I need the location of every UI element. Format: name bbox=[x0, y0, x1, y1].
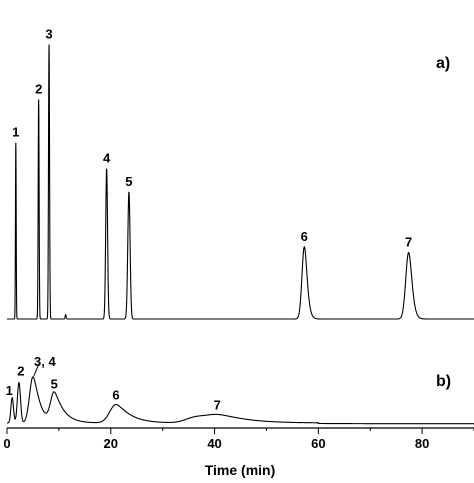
peak-label-a-7: 7 bbox=[405, 235, 412, 250]
peak-label-a-1: 1 bbox=[12, 125, 19, 140]
peak-label-a-4: 4 bbox=[103, 151, 111, 166]
x-tick-label: 80 bbox=[415, 436, 429, 451]
panel-a: 1 2 3 45 6 7 a) bbox=[7, 26, 474, 320]
x-tick-label: 60 bbox=[311, 436, 325, 451]
x-axis-label: Time (min) bbox=[205, 462, 276, 478]
peak-label-b-3: 3, 4 bbox=[34, 354, 56, 369]
peak-label-b-5: 6 bbox=[112, 388, 119, 403]
x-tick-label: 40 bbox=[207, 436, 221, 451]
peak-leader-line bbox=[33, 363, 40, 376]
chromatogram-trace-b bbox=[7, 376, 474, 425]
panel-label-b: b) bbox=[436, 373, 451, 390]
peak-label-b-1: 1 bbox=[6, 383, 13, 398]
peak-label-a-6: 6 bbox=[301, 229, 308, 244]
peak-label-b-4: 5 bbox=[51, 377, 58, 392]
peak-label-a-5: 5 bbox=[125, 174, 132, 189]
panel-b: 12 3, 4 5 6 7 b) bbox=[6, 354, 474, 425]
peak-label-b-2: 2 bbox=[17, 364, 24, 379]
peak-label-a-3: 3 bbox=[45, 26, 52, 41]
chromatogram-trace-a bbox=[7, 44, 474, 320]
x-tick-label: 20 bbox=[104, 436, 118, 451]
x-axis: 0 20 40 60 80 bbox=[3, 427, 474, 451]
panel-label-a: a) bbox=[436, 55, 450, 72]
peak-label-b-6: 7 bbox=[214, 398, 221, 413]
x-tick-label: 0 bbox=[3, 436, 10, 451]
peak-label-a-2: 2 bbox=[35, 81, 42, 96]
